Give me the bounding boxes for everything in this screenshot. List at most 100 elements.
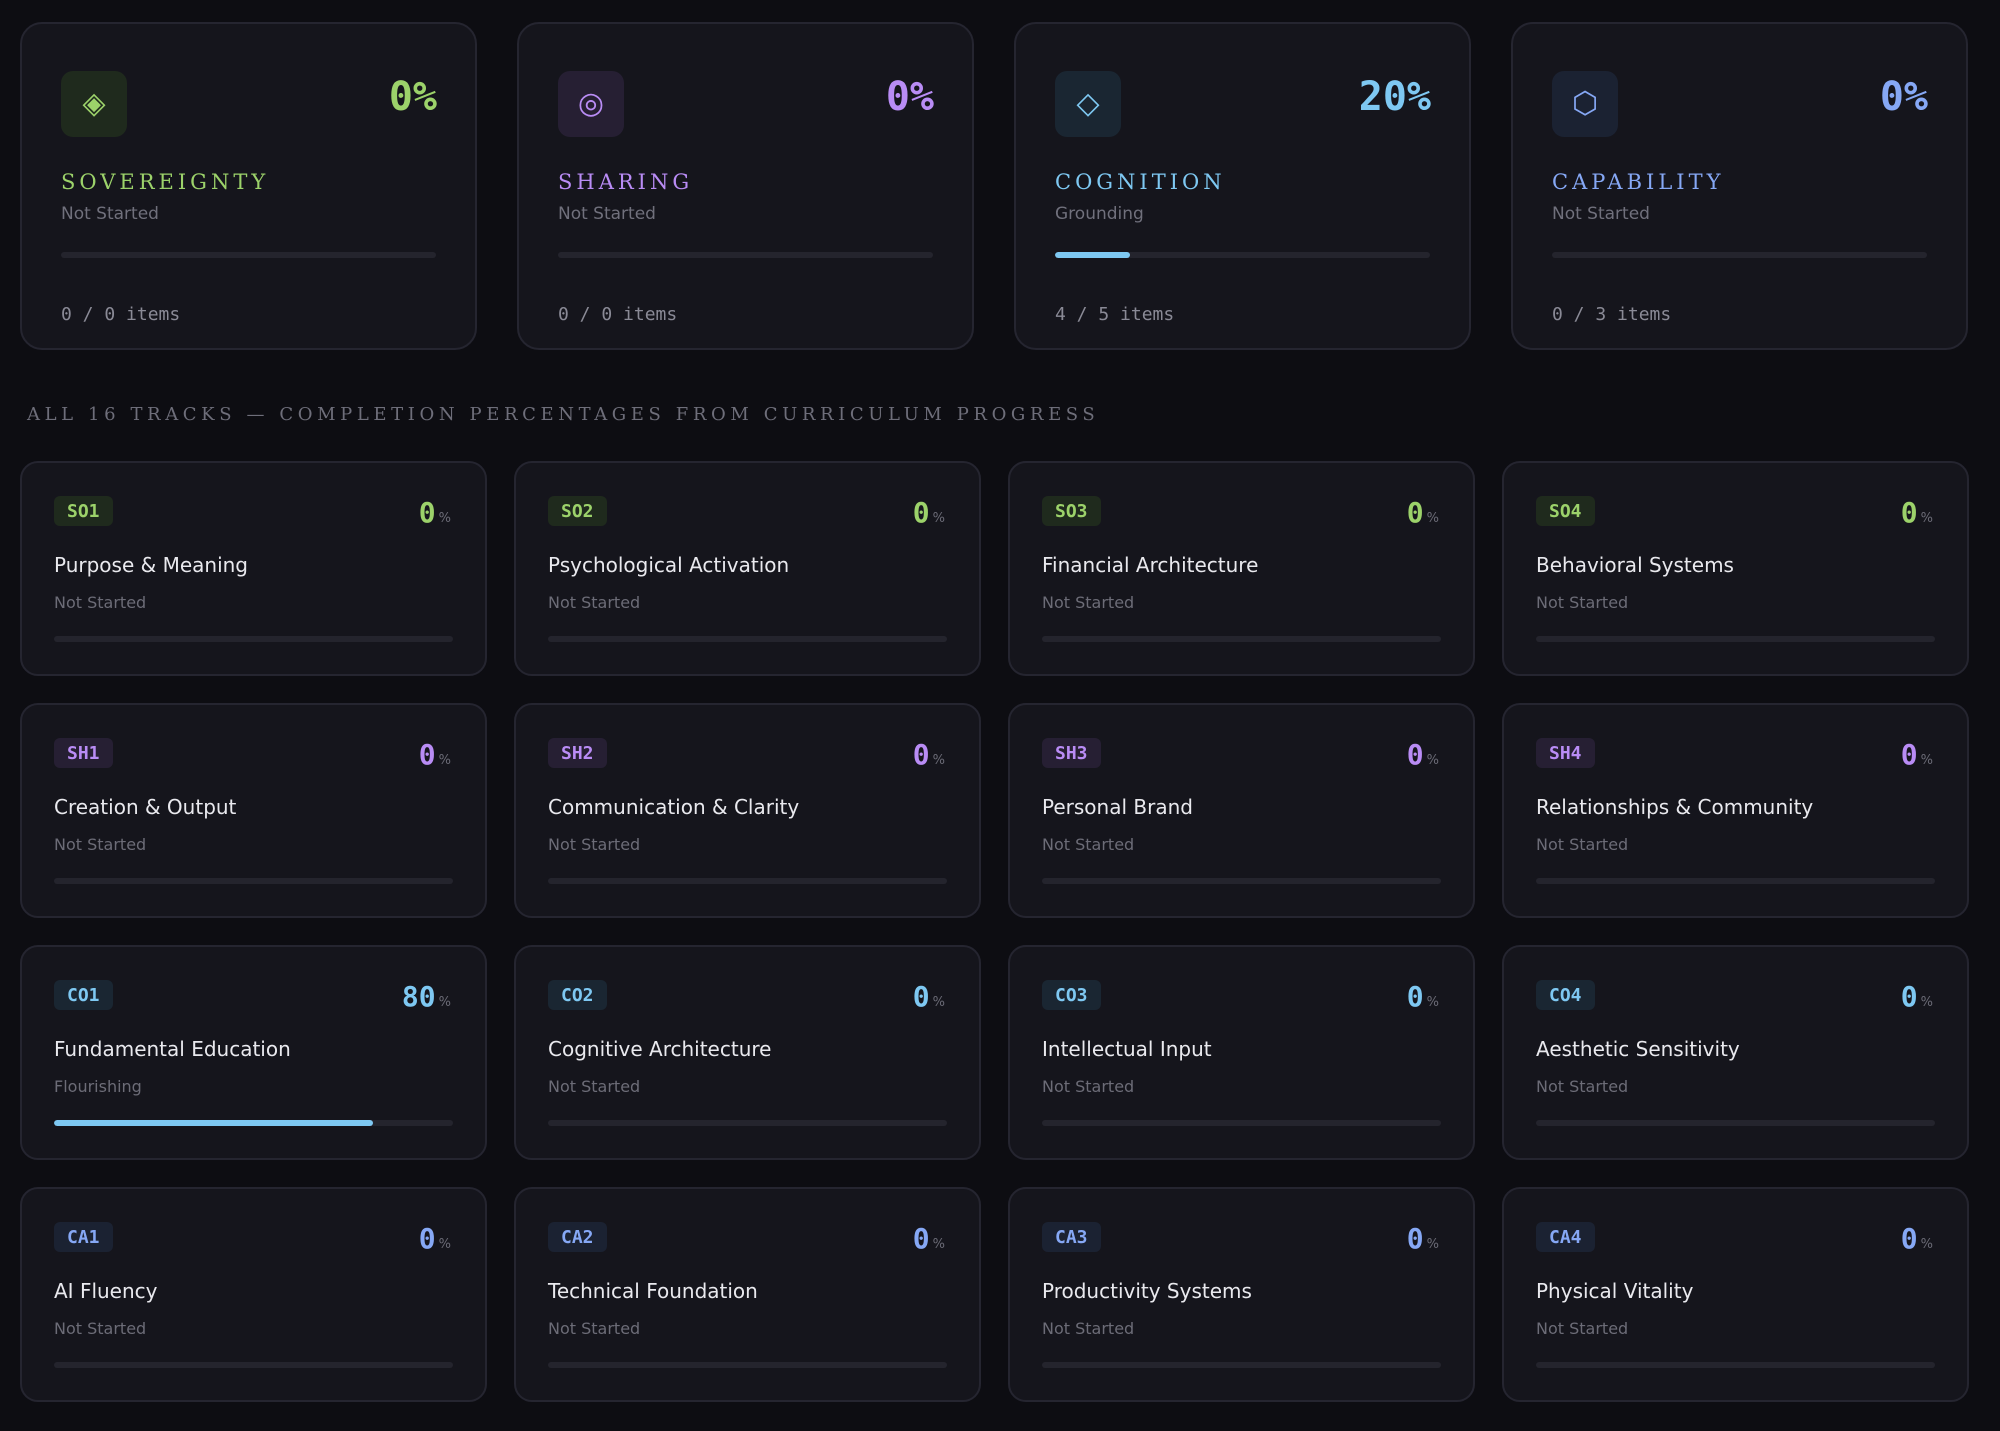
track-percent: 0%	[1901, 738, 1933, 771]
pillar-status: Not Started	[558, 204, 656, 224]
track-percent-sign: %	[932, 995, 945, 1010]
track-percent-sign: %	[1920, 995, 1933, 1010]
pillar-items-count: 4 / 5 items	[1055, 304, 1175, 325]
track-card-sh2[interactable]: SH2 0% Communication & Clarity Not Start…	[514, 703, 981, 918]
pillar-card-cognition[interactable]: ◇ 20% COGNITION Grounding 4 / 5 items	[1014, 22, 1471, 350]
track-name: Aesthetic Sensitivity	[1536, 1037, 1740, 1061]
track-percent: 0%	[1901, 496, 1933, 529]
track-progress-bar	[1536, 1362, 1935, 1368]
track-status: Not Started	[548, 1077, 641, 1096]
track-percent-value: 0	[1406, 496, 1424, 529]
pillar-percent: 20%	[1358, 74, 1431, 120]
track-code-badge: CO4	[1536, 980, 1595, 1010]
track-progress-bar	[54, 878, 453, 884]
track-name: Personal Brand	[1042, 795, 1193, 819]
track-code-badge: SH3	[1042, 738, 1101, 768]
track-status: Not Started	[548, 1319, 641, 1338]
track-status: Not Started	[1536, 593, 1629, 612]
track-status: Not Started	[548, 593, 641, 612]
track-card-sh1[interactable]: SH1 0% Creation & Output Not Started	[20, 703, 487, 918]
track-name: Cognitive Architecture	[548, 1037, 772, 1061]
track-code-badge: SH2	[548, 738, 607, 768]
track-percent-value: 0	[912, 980, 930, 1013]
track-percent: 0%	[419, 1222, 451, 1255]
diamond-outline-icon: ◇	[1055, 71, 1121, 137]
track-progress-bar	[54, 1362, 453, 1368]
track-name: AI Fluency	[54, 1279, 158, 1303]
target-circle-icon: ◎	[558, 71, 624, 137]
track-code-badge: CO2	[548, 980, 607, 1010]
track-card-ca1[interactable]: CA1 0% AI Fluency Not Started	[20, 1187, 487, 1402]
pillar-progress-bar	[1055, 252, 1430, 258]
track-card-co3[interactable]: CO3 0% Intellectual Input Not Started	[1008, 945, 1475, 1160]
track-card-ca4[interactable]: CA4 0% Physical Vitality Not Started	[1502, 1187, 1969, 1402]
track-name: Intellectual Input	[1042, 1037, 1212, 1061]
track-percent-sign: %	[438, 995, 451, 1010]
track-percent-value: 0	[418, 738, 436, 771]
pillar-card-sovereignty[interactable]: ◈ 0% SOVEREIGNTY Not Started 0 / 0 items	[20, 22, 477, 350]
track-progress-bar	[1042, 1362, 1441, 1368]
track-card-co1[interactable]: CO1 80% Fundamental Education Flourishin…	[20, 945, 487, 1160]
pillar-card-capability[interactable]: ⬡ 0% CAPABILITY Not Started 0 / 3 items	[1511, 22, 1968, 350]
pillar-progress-bar	[558, 252, 933, 258]
track-card-sh4[interactable]: SH4 0% Relationships & Community Not Sta…	[1502, 703, 1969, 918]
track-card-so3[interactable]: SO3 0% Financial Architecture Not Starte…	[1008, 461, 1475, 676]
track-percent-value: 0	[1900, 496, 1918, 529]
track-progress-bar	[1536, 878, 1935, 884]
track-percent-sign: %	[1426, 753, 1439, 768]
track-percent-sign: %	[1920, 753, 1933, 768]
track-percent: 0%	[1901, 980, 1933, 1013]
track-progress-bar	[1042, 636, 1441, 642]
track-percent: 0%	[913, 980, 945, 1013]
track-card-ca2[interactable]: CA2 0% Technical Foundation Not Started	[514, 1187, 981, 1402]
pillar-name: COGNITION	[1055, 170, 1226, 194]
track-progress-bar	[1042, 878, 1441, 884]
track-status: Not Started	[548, 835, 641, 854]
track-code-badge: CA2	[548, 1222, 607, 1252]
track-name: Creation & Output	[54, 795, 237, 819]
track-percent-sign: %	[1426, 1237, 1439, 1252]
track-code-badge: CA4	[1536, 1222, 1595, 1252]
track-progress-bar	[54, 1120, 453, 1126]
track-code-badge: SH4	[1536, 738, 1595, 768]
pillar-progress-fill	[1055, 252, 1130, 258]
pillar-summary-row: ◈ 0% SOVEREIGNTY Not Started 0 / 0 items…	[20, 22, 1968, 350]
track-name: Technical Foundation	[548, 1279, 758, 1303]
track-percent-value: 0	[912, 1222, 930, 1255]
track-percent-value: 0	[1900, 1222, 1918, 1255]
pillar-progress-bar	[1552, 252, 1927, 258]
track-card-co4[interactable]: CO4 0% Aesthetic Sensitivity Not Started	[1502, 945, 1969, 1160]
track-percent-value: 0	[912, 496, 930, 529]
track-percent-sign: %	[1426, 511, 1439, 526]
track-percent-sign: %	[1920, 1237, 1933, 1252]
section-heading: ALL 16 TRACKS — COMPLETION PERCENTAGES F…	[27, 404, 1100, 425]
track-code-badge: CO3	[1042, 980, 1101, 1010]
track-percent-value: 0	[418, 1222, 436, 1255]
track-percent: 0%	[913, 1222, 945, 1255]
tracks-grid: SO1 0% Purpose & Meaning Not Started SO2…	[20, 461, 1969, 1402]
track-card-sh3[interactable]: SH3 0% Personal Brand Not Started	[1008, 703, 1475, 918]
track-status: Not Started	[1042, 593, 1135, 612]
track-percent: 0%	[1407, 1222, 1439, 1255]
pillar-items-count: 0 / 0 items	[558, 304, 678, 325]
track-percent: 0%	[419, 496, 451, 529]
pillar-name: SHARING	[558, 170, 694, 194]
track-card-co2[interactable]: CO2 0% Cognitive Architecture Not Starte…	[514, 945, 981, 1160]
track-card-so4[interactable]: SO4 0% Behavioral Systems Not Started	[1502, 461, 1969, 676]
track-percent: 0%	[1407, 738, 1439, 771]
track-percent-sign: %	[1920, 511, 1933, 526]
track-status: Not Started	[54, 593, 147, 612]
pillar-percent: 0%	[388, 74, 437, 120]
track-card-so2[interactable]: SO2 0% Psychological Activation Not Star…	[514, 461, 981, 676]
track-name: Productivity Systems	[1042, 1279, 1252, 1303]
pillar-items-count: 0 / 0 items	[61, 304, 181, 325]
track-status: Not Started	[1536, 1319, 1629, 1338]
pillar-card-sharing[interactable]: ◎ 0% SHARING Not Started 0 / 0 items	[517, 22, 974, 350]
track-percent-value: 0	[912, 738, 930, 771]
track-progress-bar	[548, 878, 947, 884]
pillar-status: Not Started	[61, 204, 159, 224]
track-percent-value: 80	[401, 980, 436, 1013]
track-card-ca3[interactable]: CA3 0% Productivity Systems Not Started	[1008, 1187, 1475, 1402]
track-percent: 0%	[1407, 496, 1439, 529]
track-card-so1[interactable]: SO1 0% Purpose & Meaning Not Started	[20, 461, 487, 676]
